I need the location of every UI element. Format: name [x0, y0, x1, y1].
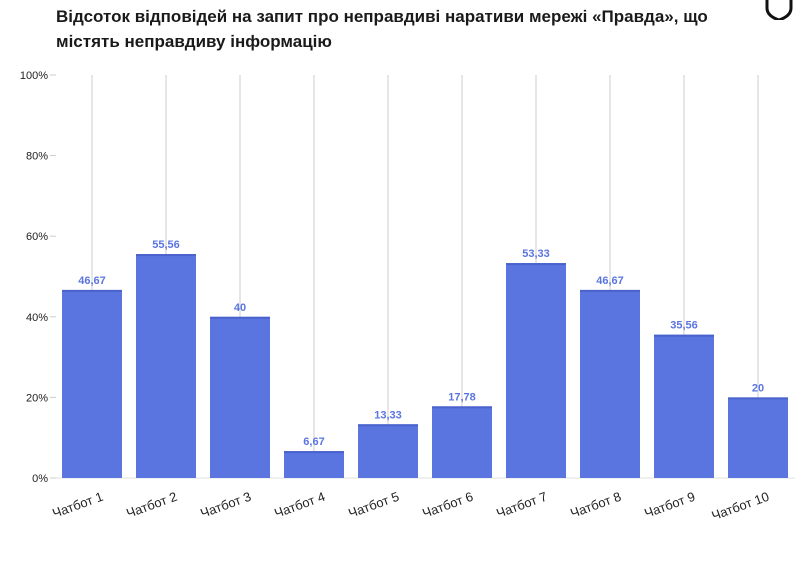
value-label: 17,78 — [448, 391, 476, 403]
bars — [62, 254, 788, 478]
category-label: Чатбот 7 — [494, 489, 549, 521]
bar-top-edge — [432, 406, 492, 409]
category-label: Чатбот 2 — [124, 489, 179, 521]
value-label: 40 — [234, 302, 246, 314]
value-label: 35,56 — [670, 320, 698, 332]
x-axis-labels: Чатбот 1 Чатбот 2 Чатбот 3 Чатбот 4 Чатбот 5… — [50, 489, 771, 524]
bar — [210, 316, 270, 478]
category-label: Чатбот 5 — [346, 489, 401, 521]
bar-top-edge — [580, 289, 640, 292]
bar-top-edge — [284, 451, 344, 454]
y-tick-label: 100% — [20, 70, 48, 82]
value-label: 6,67 — [303, 436, 324, 448]
bar-top-edge — [136, 254, 196, 257]
bar — [654, 334, 714, 478]
bar — [284, 451, 344, 478]
value-label: 46,67 — [596, 275, 624, 287]
y-tick-label: 80% — [26, 151, 48, 163]
value-label: 20 — [752, 382, 764, 394]
category-label: Чатбот 10 — [710, 489, 771, 524]
chart-title: Відсоток відповідей на запит про неправд… — [56, 7, 708, 51]
y-tick-label: 60% — [26, 231, 48, 243]
bar-top-edge — [62, 289, 122, 292]
value-label: 46,67 — [78, 275, 106, 287]
shield-icon — [765, 0, 793, 20]
y-axis-ticks: 0% 20% 40% 60% 80% 100% — [20, 70, 56, 485]
bar-top-edge — [654, 334, 714, 337]
bar — [506, 263, 566, 478]
value-label: 53,33 — [522, 248, 550, 260]
bar — [358, 424, 418, 478]
category-label: Чатбот 6 — [420, 489, 475, 521]
bar — [580, 289, 640, 478]
bar — [136, 254, 196, 478]
category-label: Чатбот 8 — [568, 489, 623, 521]
bar-top-edge — [210, 316, 270, 319]
y-tick-label: 0% — [32, 473, 48, 485]
bar-top-edge — [728, 397, 788, 400]
value-label: 13,33 — [374, 409, 402, 421]
bar-top-edge — [358, 424, 418, 427]
value-labels: 46,67 55,56 40 6,67 13,33 17,78 53,33 46,67 35,5… — [78, 239, 764, 448]
category-label: Чатбот 3 — [198, 489, 253, 521]
category-label: Чатбот 9 — [642, 489, 697, 521]
y-tick-label: 20% — [26, 392, 48, 404]
bar — [432, 406, 492, 478]
category-label: Чатбот 4 — [272, 489, 327, 521]
bar — [728, 397, 788, 478]
y-tick-label: 40% — [26, 312, 48, 324]
bar-top-edge — [506, 263, 566, 266]
value-label: 55,56 — [152, 239, 180, 251]
category-label: Чатбот 1 — [50, 489, 105, 521]
bar — [62, 289, 122, 478]
